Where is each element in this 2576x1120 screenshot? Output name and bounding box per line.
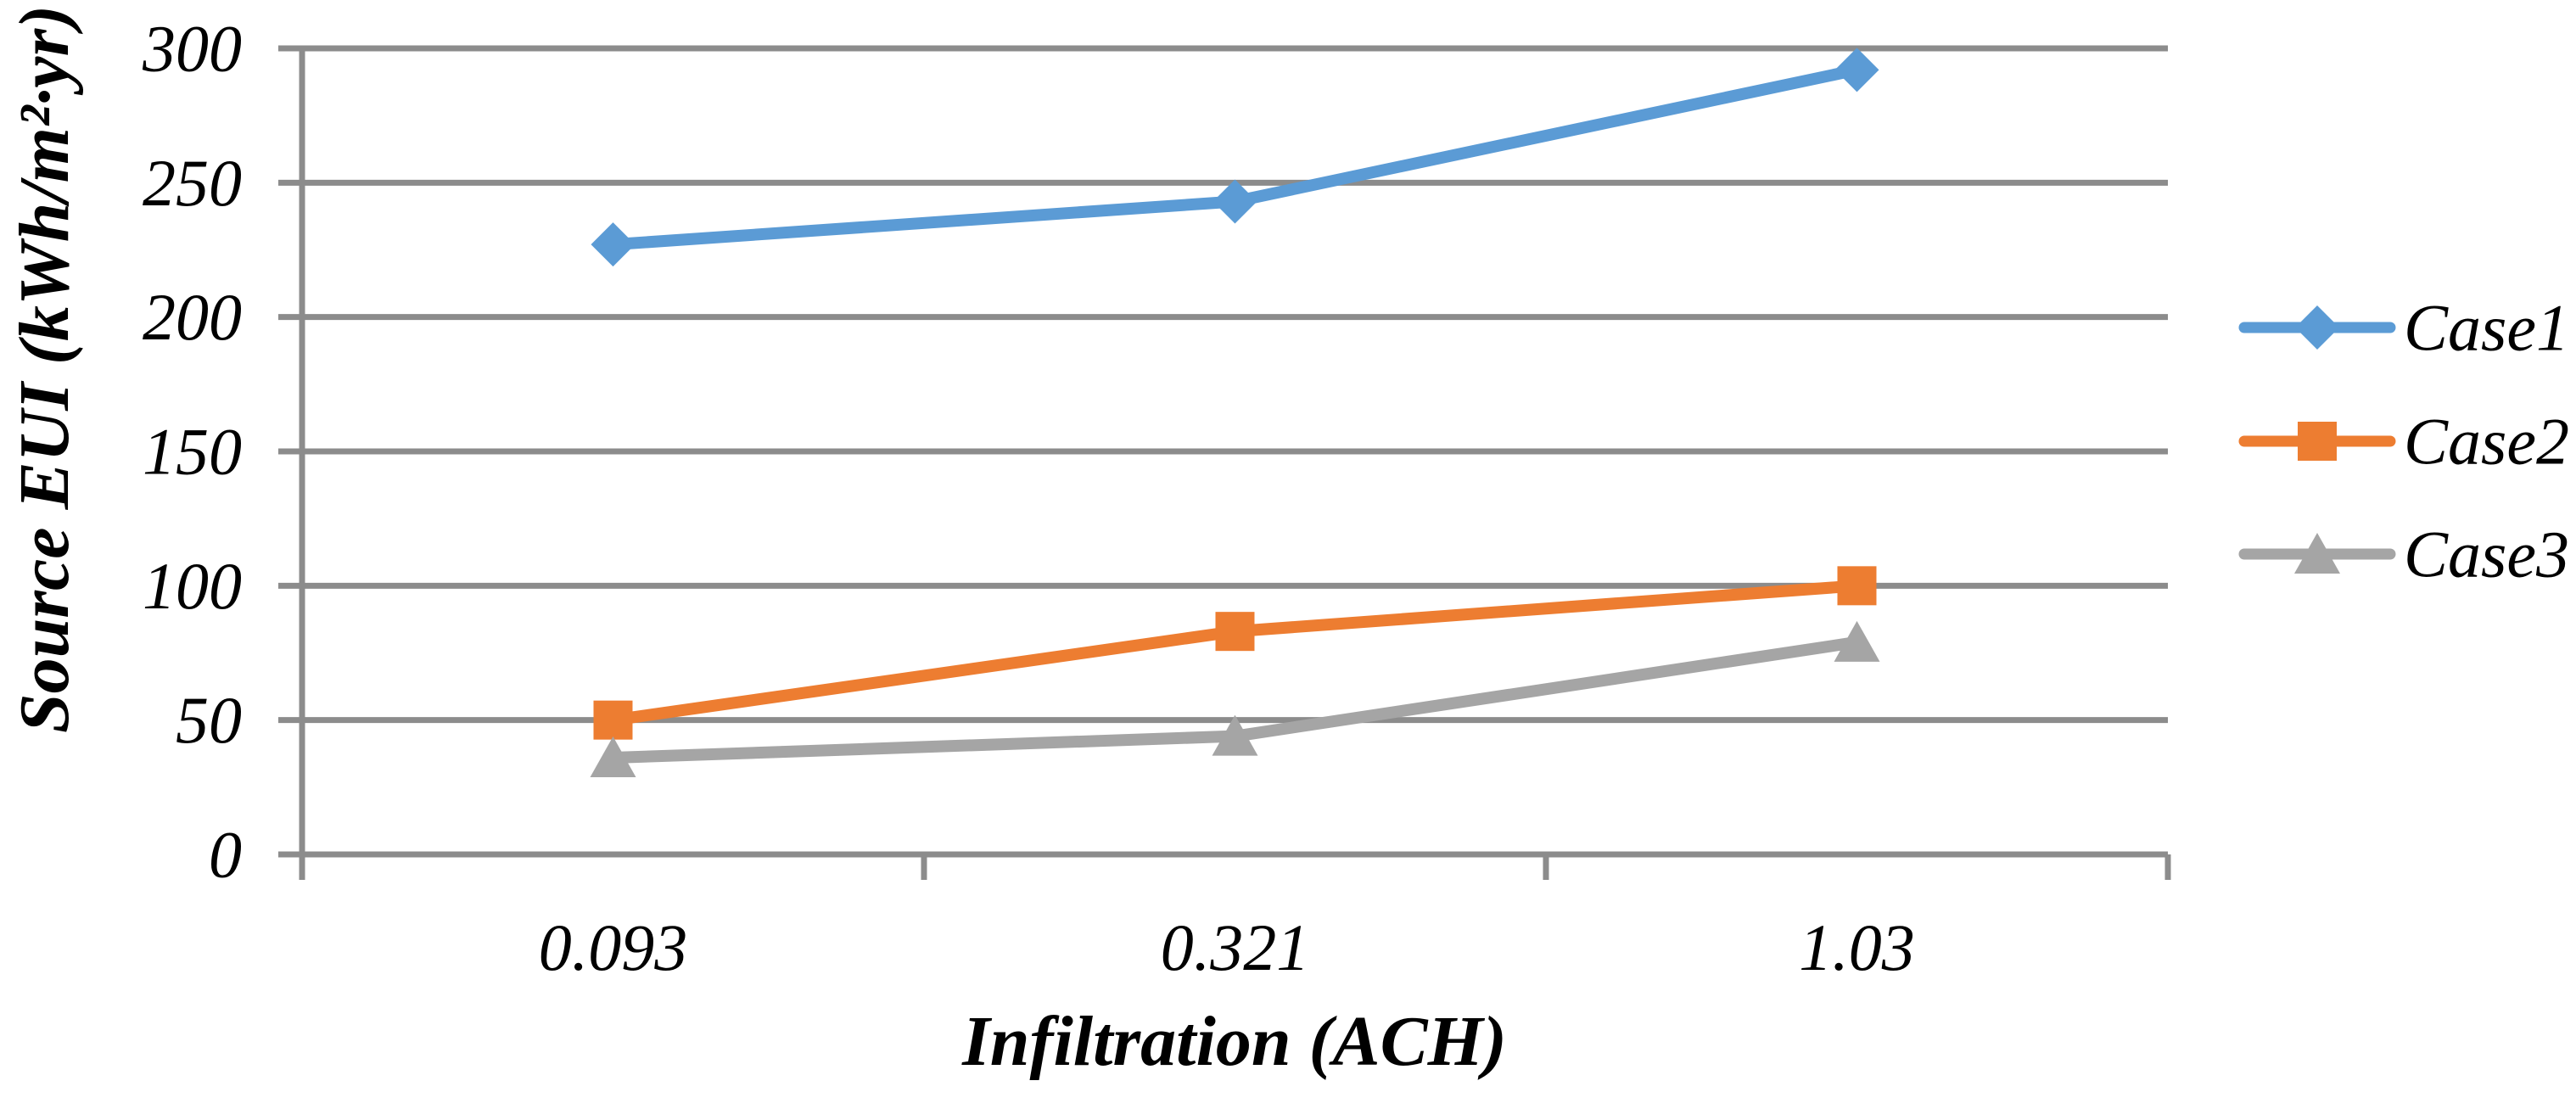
legend-diamond-icon-case1 [2295, 305, 2339, 350]
legend-item-case1: Case1 [2238, 291, 2569, 365]
series-marker-case3-2 [1834, 620, 1880, 662]
x-tick-label-2: 1.03 [1799, 910, 1915, 984]
legend-triangle-icon-case3 [2294, 533, 2340, 574]
y-tick-label-0: 0 [209, 818, 242, 892]
y-axis-title: Source EUI (kWh/m²·yr) [5, 5, 84, 733]
y-tick-label-150: 150 [143, 415, 242, 489]
series-marker-case2-0 [593, 700, 633, 740]
x-tick-label-1: 0.321 [1161, 910, 1310, 984]
series-marker-case3-1 [1212, 714, 1258, 756]
x-tick-label-0: 0.093 [539, 910, 688, 984]
y-tick-label-200: 200 [143, 280, 242, 354]
x-axis-title: Infiltration (ACH) [961, 1002, 1507, 1081]
series-marker-case3-0 [590, 736, 636, 777]
y-tick-label-100: 100 [143, 549, 242, 623]
y-tick-label-250: 250 [143, 146, 242, 220]
legend-item-case2: Case2 [2238, 405, 2569, 479]
legend-square-icon-case2 [2298, 422, 2337, 461]
series-line-case2 [607, 580, 1863, 726]
legend-label-case2: Case2 [2404, 405, 2569, 479]
legend-label-case1: Case1 [2404, 291, 2569, 365]
y-tick-label-50: 50 [176, 683, 242, 757]
series-marker-case2-2 [1837, 566, 1877, 606]
legend: Case1 Case2 Case3 [2238, 291, 2569, 591]
legend-item-case3: Case3 [2238, 518, 2569, 591]
legend-label-case3: Case3 [2404, 518, 2569, 591]
series-marker-case1-0 [591, 222, 636, 267]
series-marker-case1-1 [1212, 179, 1257, 224]
y-tick-label-300: 300 [142, 12, 242, 86]
series-marker-case2-1 [1215, 612, 1255, 652]
series-marker-case1-2 [1834, 48, 1879, 92]
